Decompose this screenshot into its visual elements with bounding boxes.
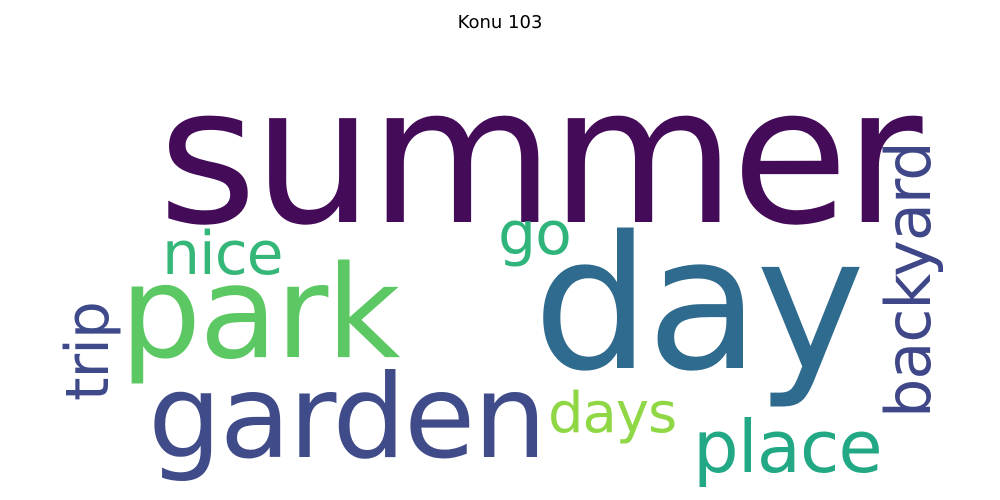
word-nice: nice xyxy=(162,219,284,289)
word-summer: summer xyxy=(158,46,923,267)
word-garden: garden xyxy=(148,350,547,485)
word-go: go xyxy=(498,199,572,269)
word-park: park xyxy=(120,239,400,388)
figure-title: Konu 103 xyxy=(457,12,543,33)
word-trip: trip xyxy=(53,302,123,401)
word-days: days xyxy=(548,381,677,446)
word-place: place xyxy=(693,405,883,489)
word-day: day xyxy=(533,196,865,412)
word-backyard: backyard xyxy=(872,142,945,418)
